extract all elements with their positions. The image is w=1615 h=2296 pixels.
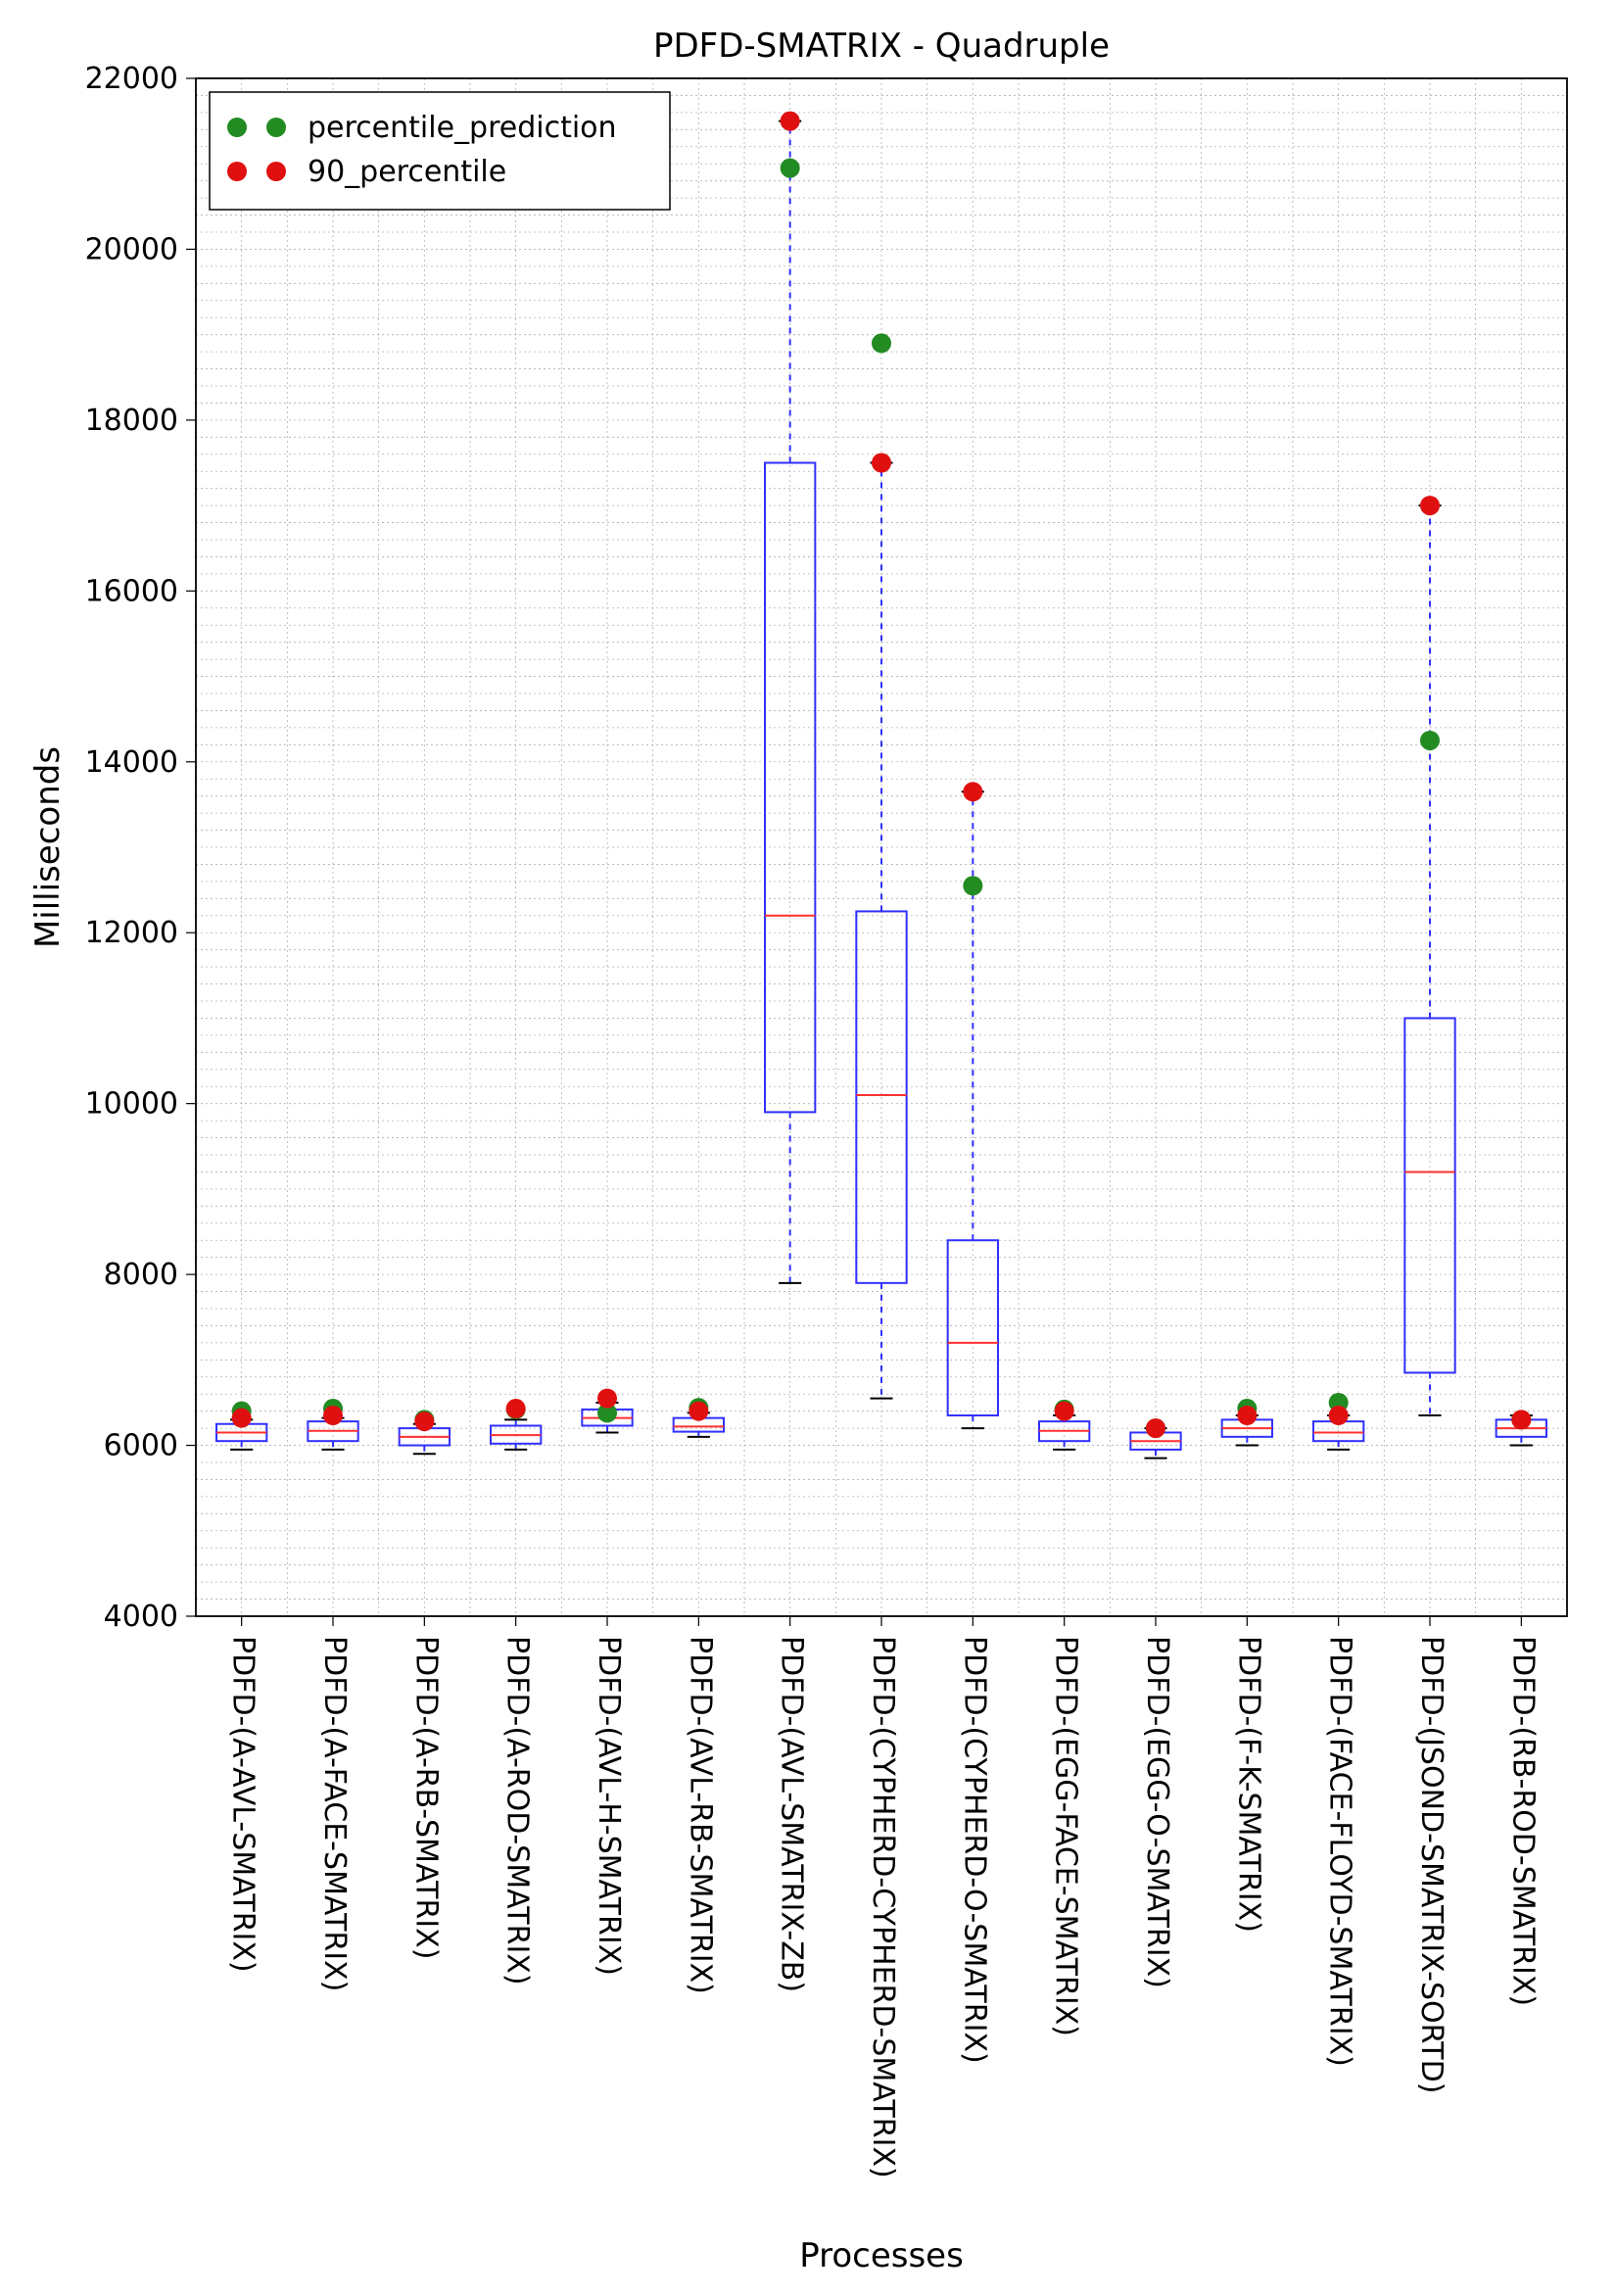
legend-marker xyxy=(227,162,247,181)
xtick-label: PDFD-(CYPHERD-O-SMATRIX) xyxy=(957,1636,991,2064)
ninety-percentile-point xyxy=(232,1409,252,1428)
ninety-percentile-point xyxy=(506,1399,526,1418)
ninety-percentile-point xyxy=(1055,1402,1074,1421)
boxplot-chart: 4000 6000 8000 10000 12000 14000 16000 18000 200… xyxy=(0,0,1615,2296)
percentile-prediction-point xyxy=(963,876,982,895)
y-axis: 4000 6000 8000 10000 12000 14000 16000 18000 200… xyxy=(85,62,196,1634)
legend-marker xyxy=(266,118,286,137)
xtick-label: PDFD-(AVL-H-SMATRIX) xyxy=(592,1636,626,1976)
ytick-label: 20000 xyxy=(85,232,178,266)
ytick-label: 12000 xyxy=(85,916,178,950)
ytick-label: 22000 xyxy=(85,62,178,96)
ytick-label: 4000 xyxy=(104,1600,178,1634)
boxplot-item xyxy=(491,1419,541,1450)
xtick-label: PDFD-(AVL-SMATRIX-ZB) xyxy=(775,1636,809,1992)
xtick-label: PDFD-(A-FACE-SMATRIX) xyxy=(317,1636,352,1991)
y-axis-label: Milliseconds xyxy=(28,746,68,948)
legend-marker xyxy=(266,162,286,181)
legend-label: percentile_prediction xyxy=(308,111,617,145)
ytick-label: 14000 xyxy=(85,745,178,780)
ytick-label: 18000 xyxy=(85,404,178,438)
ytick-label: 8000 xyxy=(104,1258,178,1292)
ytick-label: 16000 xyxy=(85,574,178,608)
ytick-label: 10000 xyxy=(85,1087,178,1122)
ninety-percentile-point xyxy=(963,782,982,801)
ninety-percentile-point xyxy=(1420,496,1440,515)
percentile-prediction-point xyxy=(872,333,891,353)
chart-container: 4000 6000 8000 10000 12000 14000 16000 18000 200… xyxy=(0,0,1615,2296)
xtick-label: PDFD-(AVL-RB-SMATRIX) xyxy=(683,1636,717,1994)
xtick-label: PDFD-(F-K-SMATRIX) xyxy=(1231,1636,1265,1933)
xtick-label: PDFD-(A-ROD-SMATRIX) xyxy=(500,1636,535,1985)
ninety-percentile-point xyxy=(597,1389,617,1409)
xtick-label: PDFD-(JSOND-SMATRIX-SORTD) xyxy=(1414,1636,1449,2093)
ninety-percentile-point xyxy=(1237,1406,1257,1425)
xtick-label: PDFD-(RB-ROD-SMATRIX) xyxy=(1505,1636,1540,2006)
ninety-percentile-point xyxy=(872,454,891,473)
x-axis: PDFD-(A-AVL-SMATRIX) PDFD-(A-FACE-SMATRIX… xyxy=(226,1616,1541,2178)
ninety-percentile-point xyxy=(781,112,800,131)
xtick-label: PDFD-(EGG-O-SMATRIX) xyxy=(1140,1636,1174,1988)
percentile-prediction-point xyxy=(1420,731,1440,750)
percentile-prediction-point xyxy=(781,159,800,178)
ninety-percentile-point xyxy=(323,1406,343,1425)
ninety-percentile-point xyxy=(1329,1406,1349,1425)
xtick-label: PDFD-(FACE-FLOYD-SMATRIX) xyxy=(1323,1636,1357,2067)
x-axis-label: Processes xyxy=(799,2236,964,2275)
chart-title: PDFD-SMATRIX - Quadruple xyxy=(653,26,1110,66)
ninety-percentile-point xyxy=(1511,1410,1531,1429)
legend: percentile_prediction 90_percentile xyxy=(210,92,670,210)
ninety-percentile-point xyxy=(1146,1418,1165,1438)
ninety-percentile-point xyxy=(414,1411,434,1431)
legend-marker xyxy=(227,118,247,137)
ninety-percentile-point xyxy=(689,1402,708,1421)
xtick-label: PDFD-(EGG-FACE-SMATRIX) xyxy=(1049,1636,1083,2036)
xtick-label: PDFD-(CYPHERD-CYPHERD-SMATRIX) xyxy=(866,1636,900,2178)
xtick-label: PDFD-(A-AVL-SMATRIX) xyxy=(226,1636,261,1973)
xtick-label: PDFD-(A-RB-SMATRIX) xyxy=(408,1636,443,1959)
legend-label: 90_percentile xyxy=(308,155,506,189)
ytick-label: 6000 xyxy=(104,1429,178,1463)
